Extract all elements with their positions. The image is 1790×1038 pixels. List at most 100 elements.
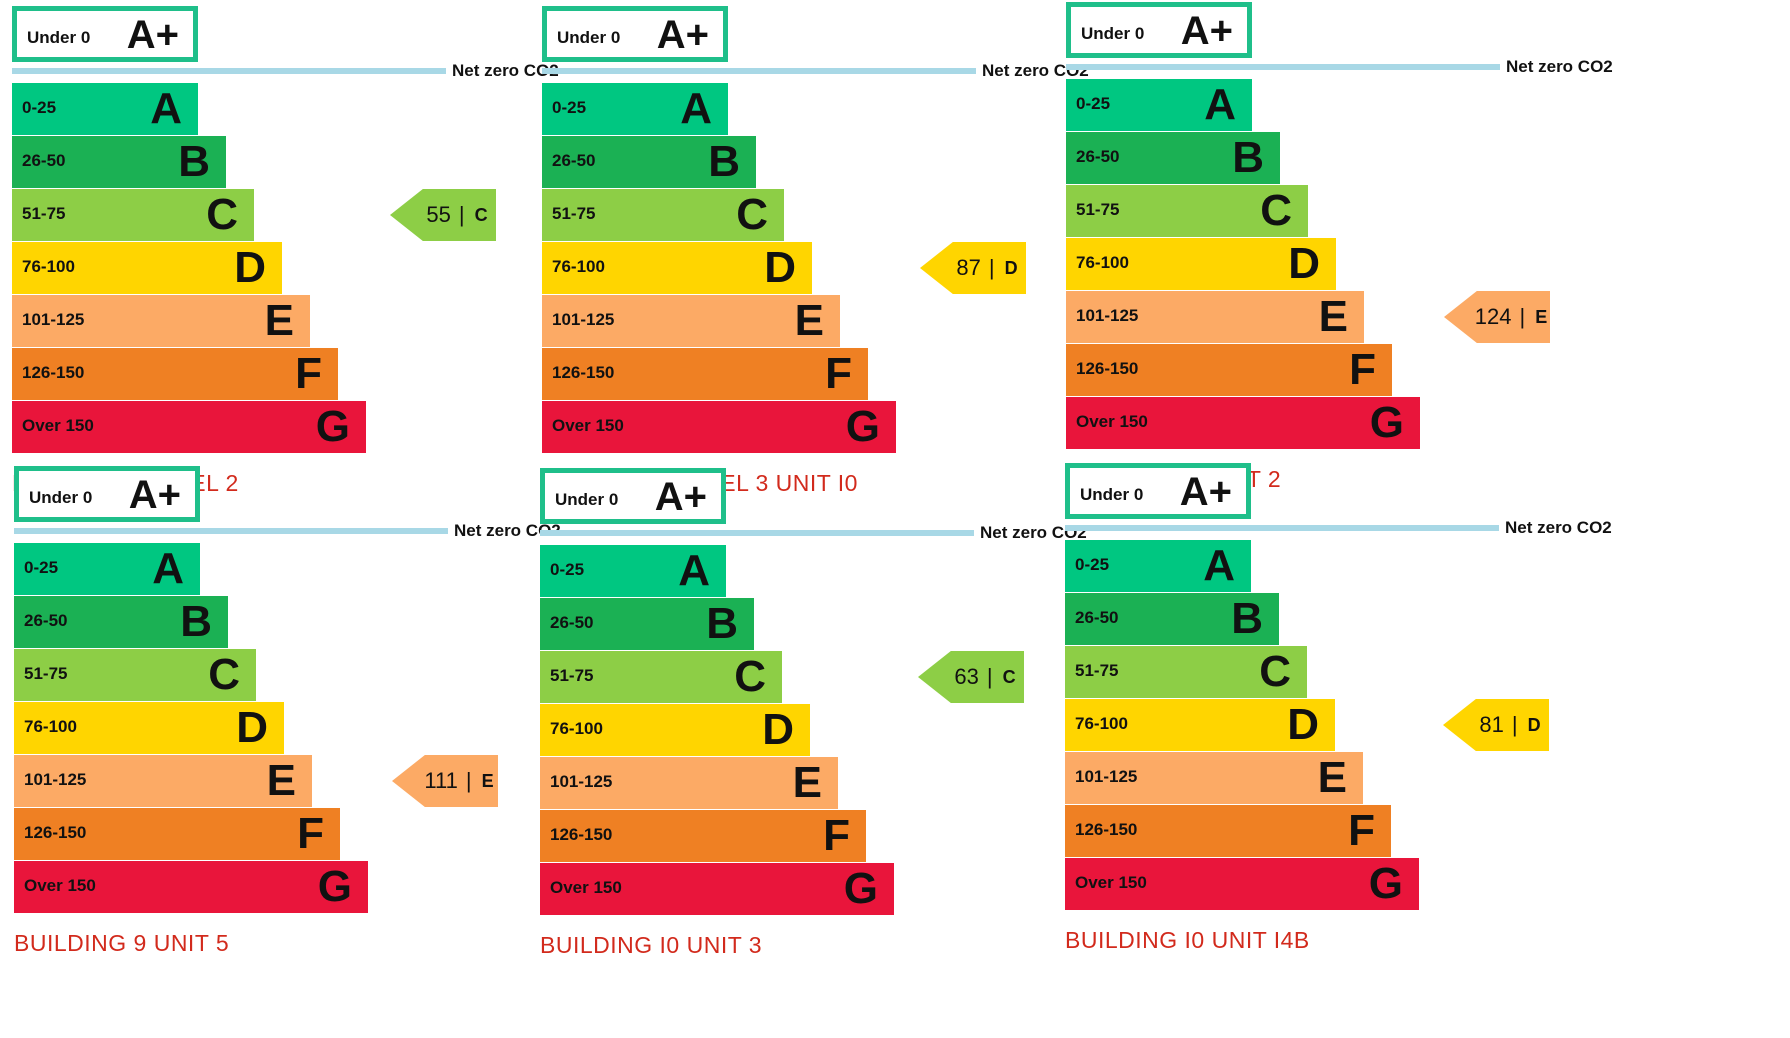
band-b-bar: 26-50 B bbox=[1065, 593, 1279, 645]
net-zero-label: Net zero CO2 bbox=[980, 523, 1087, 542]
band-grade-label: E bbox=[266, 756, 296, 805]
aplus-box: Under 0 A+ bbox=[12, 6, 198, 62]
band-range-label: 0-25 bbox=[24, 558, 59, 577]
rating-bands: 0-25 A 26-50 B 51-75 C 76-100 D 101-125 E 126-150 F… bbox=[14, 543, 434, 914]
band-grade-label: B bbox=[708, 137, 740, 186]
band-grade-label: F bbox=[297, 809, 324, 858]
aplus-grade-label: A+ bbox=[128, 473, 181, 517]
band-grade-label: G bbox=[843, 864, 878, 913]
band-grade-label: B bbox=[1231, 594, 1263, 643]
band-grade-label: C bbox=[1260, 186, 1292, 235]
net-zero-line bbox=[540, 530, 974, 536]
band-range-label: 76-100 bbox=[1076, 253, 1129, 272]
rating-separator: | bbox=[988, 255, 995, 280]
band-range-label: 101-125 bbox=[552, 310, 615, 329]
band-c-bar: 51-75 C bbox=[540, 651, 782, 703]
band-grade-label: G bbox=[1368, 859, 1403, 908]
band-range-label: 51-75 bbox=[1075, 661, 1119, 680]
net-zero-line bbox=[14, 528, 448, 534]
rating-letter: C bbox=[474, 204, 488, 225]
band-range-label: Over 150 bbox=[1075, 873, 1147, 892]
chart-title: BUILDING I0 UNIT 3 bbox=[540, 932, 763, 958]
band-grade-label: D bbox=[236, 703, 268, 752]
rating-bands: 0-25 A 26-50 B 51-75 C 76-100 D 101-125 E 126-150 F… bbox=[540, 545, 960, 916]
aplus-box: Under 0 A+ bbox=[542, 6, 728, 62]
band-range-label: 76-100 bbox=[550, 719, 603, 738]
rating-value: 81 bbox=[1479, 712, 1504, 737]
band-grade-label: A bbox=[1204, 80, 1236, 129]
band-e-bar: 101-125 E bbox=[14, 755, 312, 807]
band-grade-label: G bbox=[317, 862, 352, 911]
aplus-grade-label: A+ bbox=[126, 13, 179, 57]
band-grade-label: F bbox=[1349, 345, 1376, 394]
aplus-box: Under 0 A+ bbox=[540, 468, 726, 524]
band-b-bar: 26-50 B bbox=[12, 136, 226, 188]
rating-letter: D bbox=[1004, 257, 1018, 278]
net-zero-label: Net zero CO2 bbox=[452, 61, 559, 80]
band-grade-label: B bbox=[706, 599, 738, 648]
aplus-range-label: Under 0 bbox=[1080, 485, 1144, 504]
rating-bands: 0-25 A 26-50 B 51-75 C 76-100 D 101-125 E 126-150 F… bbox=[1065, 540, 1485, 911]
band-grade-label: E bbox=[264, 296, 294, 345]
band-range-label: 101-125 bbox=[1075, 767, 1138, 786]
band-f-bar: 126-150 F bbox=[14, 808, 340, 860]
band-f-bar: 126-150 F bbox=[12, 348, 338, 400]
band-range-label: 101-125 bbox=[24, 770, 87, 789]
band-grade-label: G bbox=[1369, 398, 1404, 447]
band-b-bar: 26-50 B bbox=[1066, 132, 1280, 184]
band-d-bar: 76-100 D bbox=[1065, 699, 1335, 751]
band-range-label: Over 150 bbox=[552, 416, 624, 435]
chart-title: BUILDING 9 UNIT 5 bbox=[14, 930, 230, 956]
band-a-bar: 0-25 A bbox=[12, 83, 198, 135]
band-grade-label: E bbox=[1317, 753, 1347, 802]
band-c-bar: 51-75 C bbox=[1065, 646, 1307, 698]
band-d-bar: 76-100 D bbox=[542, 242, 812, 294]
rating-bands: 0-25 A 26-50 B 51-75 C 76-100 D 101-125 E 126-150 F… bbox=[542, 83, 962, 454]
aplus-grade-label: A+ bbox=[1179, 470, 1232, 514]
band-f-bar: 126-150 F bbox=[540, 810, 866, 862]
band-e-bar: 101-125 E bbox=[1066, 291, 1364, 343]
band-grade-label: A bbox=[1203, 541, 1235, 590]
rating-separator: | bbox=[986, 664, 993, 689]
rating-separator: | bbox=[1519, 304, 1526, 329]
band-d-bar: 76-100 D bbox=[1066, 238, 1336, 290]
band-grade-label: C bbox=[736, 190, 768, 239]
rating-letter: E bbox=[1535, 306, 1548, 327]
band-b-bar: 26-50 B bbox=[540, 598, 754, 650]
band-range-label: Over 150 bbox=[1076, 412, 1148, 431]
band-range-label: 126-150 bbox=[1075, 820, 1138, 839]
band-g-bar: Over 150 G bbox=[1066, 397, 1420, 449]
epc-chart: Under 0 A+ Net zero CO2 0-25 A 26-50 B 51-75 C 76… bbox=[12, 6, 572, 506]
rating-separator: | bbox=[458, 202, 465, 227]
band-grade-label: A bbox=[678, 546, 710, 595]
band-grade-label: B bbox=[178, 137, 210, 186]
band-g-bar: Over 150 G bbox=[540, 863, 894, 915]
band-range-label: 101-125 bbox=[22, 310, 85, 329]
aplus-grade-label: A+ bbox=[656, 13, 709, 57]
band-range-label: 76-100 bbox=[1075, 714, 1128, 733]
band-range-label: 0-25 bbox=[1075, 555, 1110, 574]
band-d-bar: 76-100 D bbox=[540, 704, 810, 756]
epc-chart: Under 0 A+ Net zero CO2 0-25 A 26-50 B 51-75 C 76… bbox=[1065, 463, 1625, 963]
band-range-label: 26-50 bbox=[1076, 147, 1120, 166]
band-range-label: 51-75 bbox=[24, 664, 68, 683]
chart-title: BUILDING I0 UNIT I4B bbox=[1065, 927, 1310, 953]
band-c-bar: 51-75 C bbox=[12, 189, 254, 241]
aplus-box: Under 0 A+ bbox=[1065, 463, 1251, 519]
band-grade-label: D bbox=[762, 705, 794, 754]
band-range-label: 26-50 bbox=[552, 151, 596, 170]
epc-chart: Under 0 A+ Net zero CO2 0-25 A 26-50 B 51-75 C 76… bbox=[542, 6, 1102, 506]
band-g-bar: Over 150 G bbox=[542, 401, 896, 453]
band-grade-label: D bbox=[1288, 239, 1320, 288]
band-range-label: 126-150 bbox=[22, 363, 85, 382]
net-zero-label: Net zero CO2 bbox=[1505, 518, 1612, 537]
band-a-bar: 0-25 A bbox=[14, 543, 200, 595]
band-range-label: 126-150 bbox=[24, 823, 87, 842]
band-range-label: 0-25 bbox=[1076, 94, 1111, 113]
band-grade-label: E bbox=[792, 758, 822, 807]
band-grade-label: C bbox=[206, 190, 238, 239]
band-range-label: 126-150 bbox=[552, 363, 615, 382]
band-range-label: 26-50 bbox=[550, 613, 594, 632]
rating-value: 124 bbox=[1474, 304, 1512, 329]
net-zero-line bbox=[12, 68, 446, 74]
